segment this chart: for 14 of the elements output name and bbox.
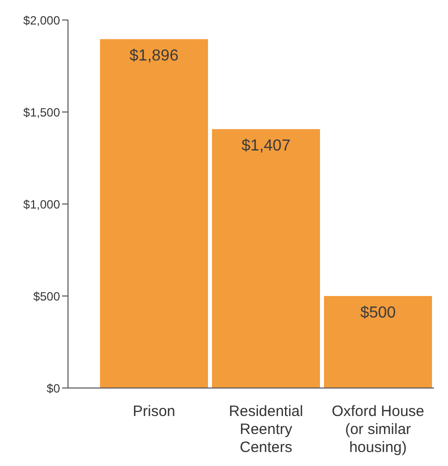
data-label: $500 — [360, 304, 396, 322]
x-tick-label: Oxford House (or similar housing) — [332, 403, 424, 456]
y-tick-label: $0 — [46, 381, 60, 396]
bar — [212, 129, 320, 388]
y-tick-label: $2,000 — [23, 13, 60, 28]
x-tick-label: Residential Reentry Centers — [228, 403, 304, 456]
data-label: $1,407 — [242, 137, 291, 154]
x-tick-label: Prison — [132, 403, 176, 420]
bar — [100, 39, 208, 388]
y-tick-label: $1,000 — [23, 197, 60, 212]
y-tick-label: $1,500 — [23, 105, 60, 120]
y-tick-label: $500 — [33, 289, 60, 304]
data-label: $1,896 — [130, 47, 179, 64]
bar — [324, 296, 432, 388]
